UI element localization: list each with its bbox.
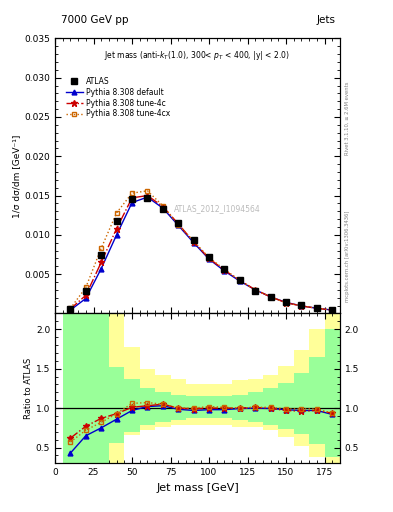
Text: Jet mass (anti-$k_{T}$(1.0), 300< $p_{T}$ < 400, |y| < 2.0): Jet mass (anti-$k_{T}$(1.0), 300< $p_{T}… bbox=[105, 49, 290, 62]
Pythia 8.308 tune-4cx bbox=[99, 245, 104, 251]
Line: Pythia 8.308 default: Pythia 8.308 default bbox=[68, 195, 335, 312]
ATLAS bbox=[207, 254, 211, 260]
Pythia 8.308 tune-4cx bbox=[207, 254, 211, 261]
Pythia 8.308 tune-4cx bbox=[114, 210, 119, 216]
Pythia 8.308 tune-4cx bbox=[130, 190, 134, 196]
Text: ATLAS_2012_I1094564: ATLAS_2012_I1094564 bbox=[174, 204, 261, 214]
Pythia 8.308 tune-4cx bbox=[145, 188, 150, 194]
ATLAS bbox=[314, 305, 319, 311]
ATLAS bbox=[83, 288, 88, 294]
Pythia 8.308 tune-4c bbox=[145, 193, 150, 199]
Line: ATLAS: ATLAS bbox=[67, 195, 335, 313]
Pythia 8.308 tune-4cx bbox=[253, 287, 257, 293]
ATLAS bbox=[191, 237, 196, 243]
Pythia 8.308 tune-4c bbox=[114, 225, 119, 231]
Pythia 8.308 tune-4c bbox=[330, 307, 334, 313]
Pythia 8.308 tune-4c bbox=[268, 294, 273, 300]
Pythia 8.308 tune-4cx bbox=[68, 305, 73, 311]
Pythia 8.308 default bbox=[299, 303, 304, 309]
ATLAS bbox=[237, 278, 242, 284]
ATLAS bbox=[268, 294, 273, 300]
Pythia 8.308 tune-4cx bbox=[268, 294, 273, 300]
Pythia 8.308 tune-4c bbox=[237, 278, 242, 284]
Legend: ATLAS, Pythia 8.308 default, Pythia 8.308 tune-4c, Pythia 8.308 tune-4cx: ATLAS, Pythia 8.308 default, Pythia 8.30… bbox=[64, 75, 172, 120]
Pythia 8.308 tune-4c bbox=[68, 306, 73, 312]
Pythia 8.308 tune-4c bbox=[191, 239, 196, 245]
Pythia 8.308 tune-4cx bbox=[237, 278, 242, 284]
Pythia 8.308 tune-4c bbox=[160, 203, 165, 209]
Line: Pythia 8.308 tune-4c: Pythia 8.308 tune-4c bbox=[67, 192, 336, 313]
Pythia 8.308 tune-4c bbox=[176, 221, 181, 227]
Pythia 8.308 default bbox=[114, 232, 119, 238]
Pythia 8.308 default bbox=[268, 294, 273, 300]
ATLAS bbox=[284, 300, 288, 306]
Text: Jets: Jets bbox=[317, 14, 336, 25]
Pythia 8.308 tune-4cx bbox=[176, 222, 181, 228]
Pythia 8.308 default bbox=[130, 200, 134, 206]
Pythia 8.308 default bbox=[284, 300, 288, 306]
X-axis label: Jet mass [GeV]: Jet mass [GeV] bbox=[156, 483, 239, 493]
ATLAS bbox=[130, 197, 134, 203]
Pythia 8.308 tune-4cx bbox=[314, 305, 319, 311]
Text: Rivet 3.1.10, ≥ 2.6M events: Rivet 3.1.10, ≥ 2.6M events bbox=[345, 81, 350, 155]
ATLAS bbox=[299, 302, 304, 308]
Pythia 8.308 tune-4c bbox=[207, 255, 211, 262]
Pythia 8.308 tune-4cx bbox=[284, 300, 288, 306]
Y-axis label: Ratio to ATLAS: Ratio to ATLAS bbox=[24, 358, 33, 419]
Pythia 8.308 tune-4cx bbox=[299, 303, 304, 309]
ATLAS bbox=[222, 266, 227, 272]
Pythia 8.308 tune-4c bbox=[222, 267, 227, 273]
Pythia 8.308 default bbox=[237, 278, 242, 284]
Pythia 8.308 tune-4cx bbox=[83, 284, 88, 290]
Pythia 8.308 tune-4cx bbox=[222, 266, 227, 272]
Pythia 8.308 default bbox=[222, 268, 227, 274]
Pythia 8.308 default bbox=[145, 194, 150, 200]
Pythia 8.308 default bbox=[99, 266, 104, 272]
Pythia 8.308 tune-4c bbox=[314, 305, 319, 311]
ATLAS bbox=[176, 220, 181, 226]
Pythia 8.308 tune-4c bbox=[83, 292, 88, 298]
Pythia 8.308 tune-4cx bbox=[330, 307, 334, 313]
Pythia 8.308 tune-4c bbox=[253, 287, 257, 293]
Pythia 8.308 default bbox=[176, 222, 181, 228]
ATLAS bbox=[253, 288, 257, 294]
Line: Pythia 8.308 tune-4cx: Pythia 8.308 tune-4cx bbox=[68, 188, 335, 312]
Pythia 8.308 default bbox=[83, 295, 88, 302]
ATLAS bbox=[160, 206, 165, 212]
Pythia 8.308 default bbox=[68, 307, 73, 313]
Pythia 8.308 tune-4c bbox=[299, 303, 304, 309]
ATLAS bbox=[68, 306, 73, 312]
Pythia 8.308 tune-4c bbox=[130, 195, 134, 201]
Pythia 8.308 default bbox=[160, 205, 165, 211]
Pythia 8.308 default bbox=[314, 305, 319, 311]
Pythia 8.308 tune-4c bbox=[99, 259, 104, 265]
Pythia 8.308 default bbox=[253, 287, 257, 293]
ATLAS bbox=[145, 195, 150, 201]
ATLAS bbox=[99, 252, 104, 259]
ATLAS bbox=[330, 307, 334, 313]
Pythia 8.308 tune-4c bbox=[284, 300, 288, 306]
Pythia 8.308 default bbox=[330, 307, 334, 313]
ATLAS bbox=[114, 218, 119, 224]
Pythia 8.308 default bbox=[191, 240, 196, 246]
Text: 7000 GeV pp: 7000 GeV pp bbox=[61, 14, 129, 25]
Y-axis label: 1/σ dσ/dm [GeV⁻¹]: 1/σ dσ/dm [GeV⁻¹] bbox=[13, 134, 22, 218]
Pythia 8.308 tune-4cx bbox=[160, 203, 165, 209]
Pythia 8.308 default bbox=[207, 256, 211, 262]
Text: mcplots.cern.ch [arXiv:1306.3436]: mcplots.cern.ch [arXiv:1306.3436] bbox=[345, 210, 350, 302]
Pythia 8.308 tune-4cx bbox=[191, 238, 196, 244]
